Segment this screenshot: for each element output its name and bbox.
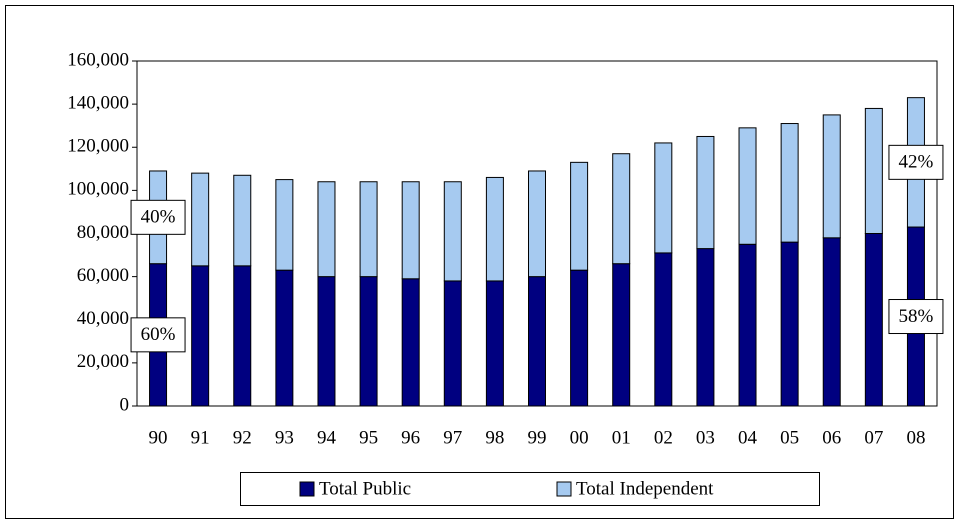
annotation: 58%	[899, 306, 934, 327]
bar-segment	[191, 172, 210, 267]
legend-label: Total Public	[319, 478, 411, 499]
annotation: 42%	[899, 152, 934, 173]
annotation-box	[888, 144, 944, 180]
bar-segment	[738, 127, 757, 245]
bar-segment	[528, 170, 546, 278]
x-tick-label: 05	[780, 427, 799, 448]
bar-segment	[191, 265, 210, 407]
y-tick-label: 40,000	[77, 308, 129, 329]
bar-segment	[275, 179, 294, 271]
x-tick-label: 96	[401, 427, 420, 448]
x-tick-label: 08	[906, 427, 925, 448]
bar-segment	[738, 243, 757, 407]
bar-segment	[696, 248, 715, 407]
y-tick-label: 0	[120, 394, 130, 415]
x-tick-label: 98	[485, 427, 504, 448]
annotation-box	[888, 299, 944, 335]
y-tick-label: 100,000	[67, 179, 129, 200]
bar-segment	[359, 181, 378, 278]
y-tick-label: 120,000	[67, 136, 129, 157]
x-tick-label: 07	[864, 427, 883, 448]
bar-segment	[528, 276, 546, 407]
legend-swatch	[556, 481, 572, 497]
bar-segment	[317, 276, 336, 407]
bar-segment	[275, 269, 294, 407]
bar-segment	[233, 174, 252, 267]
y-tick-label: 20,000	[77, 351, 129, 372]
bar-segment	[696, 135, 715, 250]
bar-segment	[570, 269, 589, 407]
bar-segment	[485, 176, 504, 282]
bar-segment	[612, 153, 631, 265]
bar-segment	[654, 142, 673, 254]
y-tick-label: 60,000	[77, 265, 129, 286]
bar-segment	[612, 263, 631, 407]
bar-segment	[485, 280, 504, 407]
x-tick-label: 92	[233, 427, 252, 448]
x-tick-label: 06	[822, 427, 841, 448]
bar-segment	[359, 276, 378, 407]
bar-segment	[822, 237, 841, 407]
y-tick-label: 160,000	[67, 49, 129, 70]
annotation: 60%	[141, 324, 176, 345]
x-tick-label: 04	[738, 427, 758, 448]
legend-label: Total Independent	[576, 478, 714, 499]
x-tick-label: 99	[528, 427, 547, 448]
bar-segment	[780, 241, 799, 407]
x-tick-label: 91	[191, 427, 210, 448]
bar-segment	[654, 252, 673, 407]
x-tick-label: 00	[570, 427, 589, 448]
annotation-box	[130, 317, 186, 353]
bar-segment	[864, 107, 883, 234]
legend-swatch	[299, 481, 315, 497]
bar-segment	[570, 161, 589, 271]
bar-segment	[780, 123, 799, 243]
x-tick-label: 01	[612, 427, 631, 448]
bar-segment	[233, 265, 252, 407]
x-tick-label: 95	[359, 427, 378, 448]
bar-segment	[443, 280, 462, 407]
bar-segment	[401, 278, 420, 407]
bar-segment	[401, 181, 420, 280]
bar-segment	[443, 181, 462, 282]
x-tick-label: 94	[317, 427, 337, 448]
y-tick-label: 140,000	[67, 92, 129, 113]
bar-segment	[317, 181, 336, 278]
bar-segment	[822, 114, 841, 239]
y-tick-label: 80,000	[77, 222, 129, 243]
x-tick-label: 02	[654, 427, 673, 448]
bar-segment	[864, 233, 883, 407]
x-tick-label: 97	[443, 427, 462, 448]
annotation-box	[130, 199, 186, 235]
x-tick-label: 03	[696, 427, 715, 448]
x-tick-label: 90	[149, 427, 168, 448]
x-tick-label: 93	[275, 427, 294, 448]
annotation: 40%	[141, 207, 176, 228]
legend-box	[240, 472, 820, 506]
